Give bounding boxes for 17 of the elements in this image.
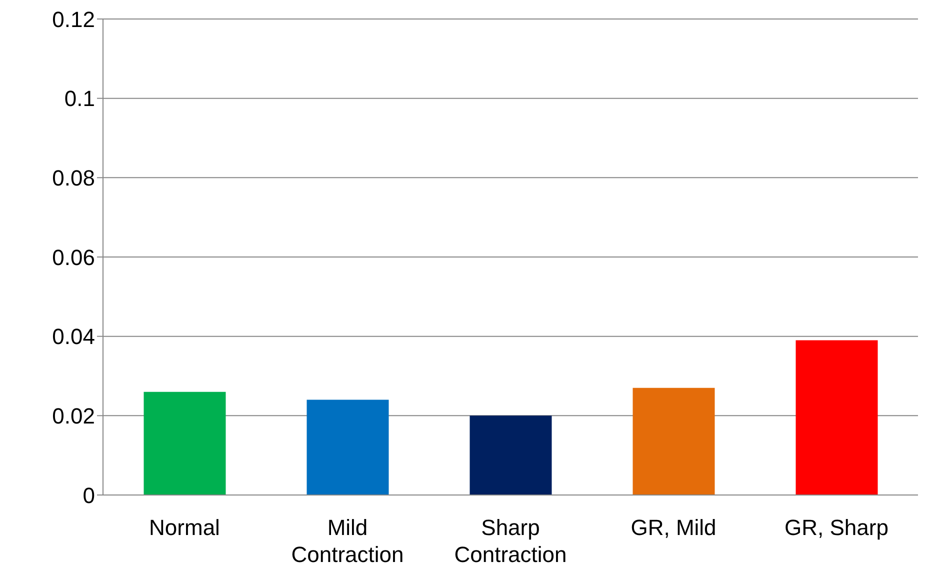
bar: [632, 388, 715, 495]
x-tick-label: Normal: [149, 515, 220, 540]
bar: [796, 340, 878, 495]
y-tick-label: 0.08: [52, 165, 95, 190]
y-tick-label: 0.12: [52, 6, 95, 32]
x-tick-label: Mild Contraction: [291, 515, 404, 567]
x-tick-label: GR, Sharp: [784, 515, 888, 540]
bar: [470, 416, 552, 495]
x-tick-label: GR, Mild: [630, 515, 716, 540]
bar: [306, 400, 389, 495]
y-tick-label: 0.06: [52, 244, 95, 270]
bar: [144, 392, 226, 495]
y-tick-label: 0.02: [52, 403, 95, 428]
x-tick-label: Sharp Contraction: [454, 515, 567, 567]
y-tick-label: 0.04: [52, 324, 95, 350]
y-tick-label: 0: [82, 482, 95, 508]
y-tick-label: 0.1: [64, 86, 95, 112]
